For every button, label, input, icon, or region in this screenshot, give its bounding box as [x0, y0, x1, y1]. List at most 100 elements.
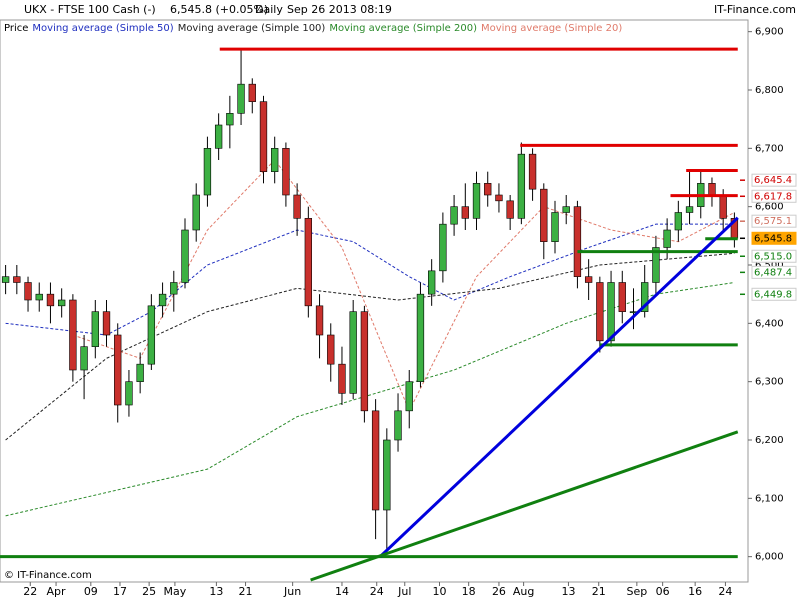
x-tick-label: 24	[718, 585, 732, 598]
candle-body	[35, 293, 43, 301]
x-tick-label: 24	[370, 585, 384, 598]
y-tick-label: 6,900	[755, 27, 784, 38]
candle-body	[158, 293, 167, 307]
price-label-box	[751, 189, 797, 203]
price-label-box	[751, 249, 797, 263]
candle-body	[674, 212, 682, 231]
x-tick-label: Aug	[513, 585, 534, 598]
candle-body	[708, 183, 716, 196]
y-tick-label: 6,700	[755, 143, 784, 154]
candle-body	[271, 148, 279, 172]
candle-body	[80, 346, 88, 371]
candle-body	[69, 299, 77, 371]
x-tick-label: 21	[592, 585, 606, 598]
candle-body	[607, 282, 615, 342]
candle-body	[719, 194, 727, 219]
x-tick-label: 14	[335, 585, 349, 598]
candle-body	[405, 381, 413, 412]
y-tick-label: 6,800	[755, 85, 784, 96]
candle-body	[259, 101, 268, 172]
candle-body	[226, 113, 234, 126]
x-tick-label: Sep	[626, 585, 647, 598]
candle-body	[58, 299, 66, 307]
legend-item: Moving average (Simple 100)	[178, 23, 326, 34]
level-line	[310, 430, 739, 582]
x-tick-label: 16	[688, 585, 702, 598]
candle-body	[685, 206, 694, 213]
y-tick-label: 6,200	[755, 435, 784, 446]
x-tick-label: 10	[433, 585, 447, 598]
x-tick-label: 17	[113, 585, 127, 598]
moving-average	[5, 223, 735, 336]
candle-body	[439, 223, 447, 272]
candle-body	[102, 311, 111, 336]
candle-body	[383, 439, 391, 511]
candle-body	[1, 276, 10, 283]
legend-item: Moving average (Simple 200)	[329, 23, 477, 34]
candle-body	[652, 247, 660, 283]
candle-body	[203, 148, 212, 196]
y-tick-label: 6,600	[755, 202, 784, 213]
candle-body	[663, 229, 671, 248]
candle-body	[24, 282, 32, 301]
symbol: UKX - FTSE 100 Cash (-)	[24, 3, 156, 16]
candle-body	[551, 212, 559, 242]
candle-body	[46, 293, 55, 307]
candle-body	[618, 282, 626, 312]
candle-body	[416, 293, 425, 382]
x-tick-label: 18	[462, 585, 476, 598]
x-tick-label: Jun	[283, 585, 301, 598]
candle-body	[461, 206, 469, 219]
candle-body	[181, 229, 189, 283]
candle-body	[517, 153, 526, 219]
x-tick-label: 09	[84, 585, 98, 598]
candle-body	[584, 276, 593, 283]
legend-item: Moving average (Simple 20)	[481, 23, 622, 34]
price-label: 6,645.4	[754, 175, 792, 186]
legend-item: Price	[4, 23, 28, 34]
price-label-box	[751, 173, 797, 187]
candle-body	[170, 282, 178, 295]
y-tick-label: 6,000	[755, 552, 784, 563]
x-tick-label: Jul	[397, 585, 411, 598]
legend-item: Moving average (Simple 50)	[32, 23, 173, 34]
candle-body	[506, 200, 514, 219]
plot-frame	[0, 19, 749, 583]
price-label: 6,515.0	[754, 251, 792, 262]
candle-body	[125, 381, 133, 406]
price-label-box	[751, 287, 797, 301]
price-label: 6,575.1	[754, 216, 792, 227]
x-tick-label: 25	[142, 585, 156, 598]
candle-body	[371, 410, 380, 511]
candle-body	[394, 410, 402, 441]
y-tick-label: 6,400	[755, 318, 784, 329]
candle-body	[349, 311, 357, 394]
x-tick-label: 26	[492, 585, 506, 598]
candle-body	[237, 83, 245, 114]
candle-body	[304, 218, 312, 307]
x-tick-label: May	[164, 585, 187, 598]
x-tick-label: 13	[561, 585, 575, 598]
price-label: 6,545.8	[754, 233, 792, 244]
candle-body	[641, 282, 649, 312]
period: Daily	[255, 3, 283, 16]
candle-body	[562, 206, 570, 213]
candle-body	[484, 183, 492, 196]
candle-body	[472, 183, 481, 219]
candle-body	[450, 206, 458, 225]
candle-body	[338, 363, 346, 394]
last-price: 6,545.8 (+0.05%)	[170, 3, 268, 16]
candle-body	[91, 311, 99, 347]
candle-body	[192, 194, 200, 231]
candle-body	[540, 188, 548, 242]
level-line	[379, 216, 739, 558]
candle-body	[360, 311, 369, 412]
candle-body	[428, 270, 436, 295]
price-label: 6,449.8	[754, 289, 792, 300]
price-label-box	[751, 231, 797, 245]
price-label: 6,617.8	[754, 191, 792, 202]
candle-body	[147, 305, 156, 365]
candle-body	[114, 334, 122, 406]
candle-body	[573, 206, 582, 277]
date: Sep 26 2013 08:19	[287, 3, 392, 16]
